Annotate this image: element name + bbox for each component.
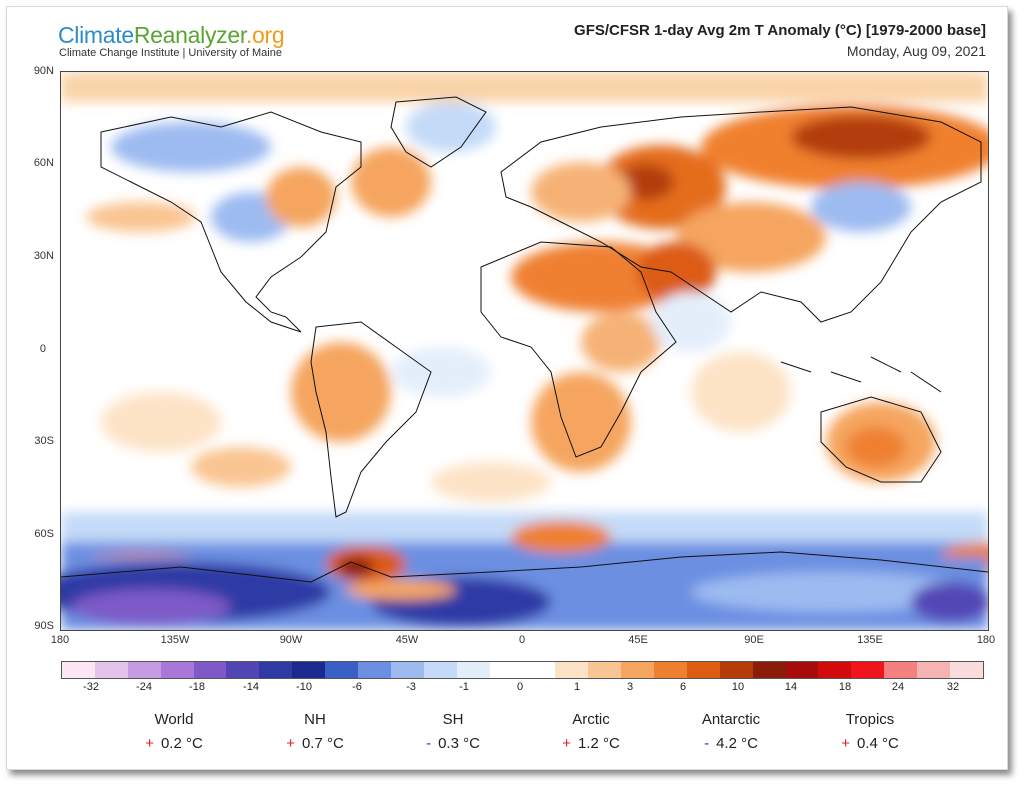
stat-value: 1.2 °C — [577, 735, 620, 752]
lon-label-135w: 135W — [160, 634, 190, 646]
colorbar-swatch — [719, 662, 753, 678]
colorbar-tick: -1 — [459, 681, 469, 693]
stat-value: 4.2 °C — [716, 735, 758, 752]
colorbar-swatch — [94, 662, 128, 678]
colorbar-tick: -24 — [136, 681, 152, 693]
colorbar-tick: -10 — [296, 681, 312, 693]
lon-label-90w: 90W — [279, 634, 303, 646]
colorbar-swatch — [456, 662, 490, 678]
stat-antarctic-value: -4.2 °C — [671, 735, 791, 752]
lat-label-30n: 30N — [33, 250, 54, 262]
colorbar-swatch — [818, 662, 852, 678]
colorbar-tick: -3 — [406, 681, 416, 693]
stat-sh-label: SH — [442, 711, 464, 728]
colorbar-tick: 3 — [626, 681, 634, 693]
logo-climate: Climate — [58, 22, 134, 48]
stat-nh-value: +0.7 °C — [255, 735, 375, 752]
colorbar-swatch — [259, 662, 293, 678]
stat-arctic-value: +1.2 °C — [531, 735, 651, 752]
stat-sign: + — [286, 735, 295, 752]
colorbar-swatch — [423, 662, 457, 678]
colorbar-swatch — [62, 662, 95, 678]
lat-label-0: 0 — [39, 343, 46, 355]
colorbar-tick: 32 — [946, 681, 960, 693]
stat-world-value: +0.2 °C — [114, 735, 234, 752]
anomaly-map-svg — [61, 72, 988, 630]
lat-label-60n: 60N — [33, 157, 54, 169]
colorbar-swatch — [851, 662, 885, 678]
stat-value: 0.7 °C — [301, 735, 344, 752]
colorbar-tick: 18 — [838, 681, 852, 693]
logo-subtitle: Climate Change Institute | University of… — [59, 47, 282, 59]
colorbar-swatch — [226, 662, 260, 678]
logo-org: .org — [245, 22, 285, 48]
stat-nh-label: NH — [304, 711, 326, 728]
colorbar-swatch — [292, 662, 326, 678]
colorbar-tick: 10 — [731, 681, 745, 693]
colorbar-swatch — [390, 662, 424, 678]
lat-label-60s: 60S — [34, 528, 54, 540]
colorbar-swatch — [621, 662, 655, 678]
colorbar-swatch — [489, 662, 523, 678]
lon-label-180e: 180 — [976, 634, 996, 646]
colorbar-swatch — [654, 662, 687, 678]
stat-sign: + — [145, 735, 154, 752]
stat-sign: + — [562, 735, 571, 752]
lat-label-90n: 90N — [33, 65, 54, 77]
colorbar-swatch — [193, 662, 227, 678]
lon-label-90e: 90E — [744, 634, 764, 646]
colorbar-tick: 14 — [784, 681, 798, 693]
colorbar-tick: -14 — [243, 681, 259, 693]
colorbar-swatch — [522, 662, 556, 678]
lon-label-45w: 45W — [395, 634, 419, 646]
coastlines — [61, 96, 988, 583]
stat-tropics-label: Tropics — [845, 711, 895, 728]
colorbar-swatch — [686, 662, 720, 678]
colorbar-swatch — [325, 662, 359, 678]
stat-antarctic-label: Antarctic — [701, 711, 761, 728]
colorbar-swatch — [127, 662, 161, 678]
stat-value: 0.4 °C — [856, 735, 899, 752]
colorbar-swatch — [785, 662, 819, 678]
map-title: GFS/CFSR 1-day Avg 2m T Anomaly (°C) [19… — [574, 22, 986, 39]
colorbar-swatch — [358, 662, 391, 678]
colorbar-tick: 1 — [573, 681, 581, 693]
colorbar-tick: 24 — [891, 681, 905, 693]
lon-label-0: 0 — [518, 634, 526, 646]
colorbar-swatch — [555, 662, 589, 678]
colorbar-tick: -32 — [83, 681, 99, 693]
stat-sh-value: -0.3 °C — [393, 735, 513, 752]
stat-tropics-value: +0.4 °C — [810, 735, 930, 752]
colorbar-tick: 0 — [516, 681, 524, 693]
stat-sign: + — [841, 735, 850, 752]
colorbar-swatch — [588, 662, 622, 678]
colorbar-swatch — [950, 662, 983, 678]
colorbar-swatch — [884, 662, 918, 678]
anomaly-map — [60, 71, 989, 631]
stat-arctic-label: Arctic — [572, 711, 610, 728]
colorbar-swatch — [917, 662, 951, 678]
colorbar-tick: 6 — [679, 681, 687, 693]
stat-value: 0.2 °C — [160, 735, 203, 752]
anomaly-field — [61, 72, 988, 630]
lat-label-30s: 30S — [34, 435, 54, 447]
colorbar-swatch — [160, 662, 194, 678]
stat-sign: - — [704, 735, 710, 752]
lon-label-135e: 135E — [857, 634, 883, 646]
logo-reanalyzer: Reanalyzer — [133, 22, 246, 48]
colorbar-tick: -18 — [189, 681, 205, 693]
lon-label-180w: 180 — [50, 634, 70, 646]
colorbar-swatch — [752, 662, 786, 678]
colorbar — [61, 661, 984, 679]
map-date: Monday, Aug 09, 2021 — [846, 43, 986, 59]
colorbar-tick: -6 — [352, 681, 362, 693]
lon-label-45e: 45E — [628, 634, 648, 646]
lat-label-90s: 90S — [34, 620, 54, 632]
stat-sign: - — [426, 735, 432, 752]
site-logo[interactable]: ClimateReanalyzer.org — [58, 22, 285, 49]
stat-value: 0.3 °C — [438, 735, 480, 752]
stat-world-label: World — [154, 711, 194, 728]
